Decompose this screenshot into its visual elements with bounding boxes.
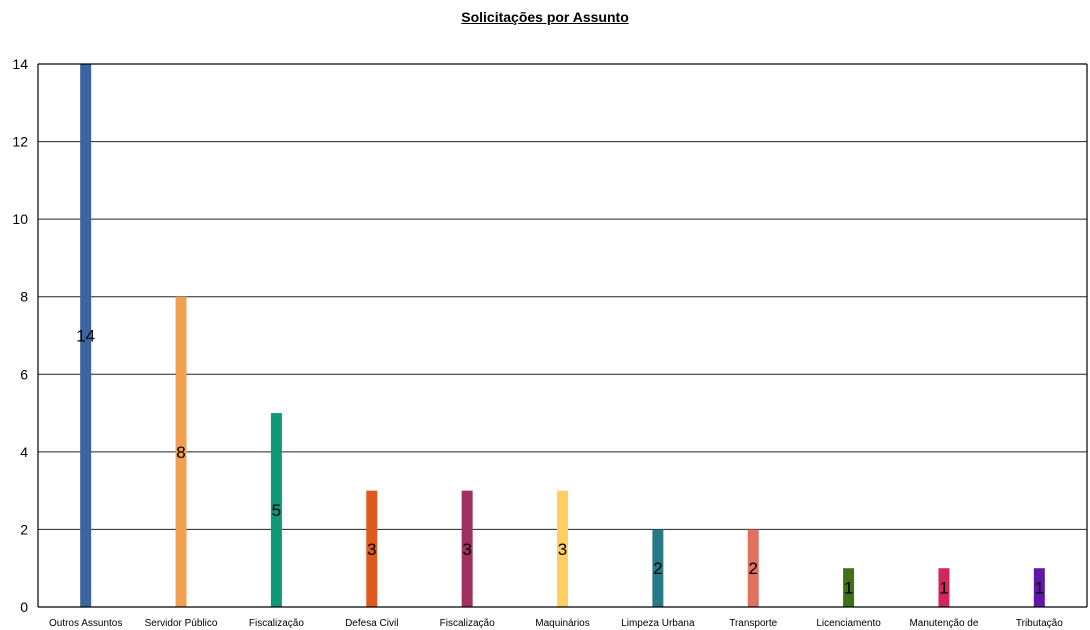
bars — [80, 64, 1045, 607]
y-tick-label-1: 2 — [20, 521, 28, 537]
x-tick-label-1: Servidor Público — [145, 618, 218, 629]
data-label-8: 1 — [844, 579, 853, 598]
chart-title: Solicitações por Assunto — [461, 9, 629, 25]
bar-5 — [557, 490, 568, 607]
x-tick-label-7: Transporte — [729, 618, 777, 629]
x-tick-label-4: Fiscalização — [440, 618, 495, 629]
data-label-7: 2 — [748, 559, 757, 578]
y-tick-label-3: 6 — [20, 366, 28, 382]
data-label-4: 3 — [462, 540, 471, 559]
bar-10 — [1033, 568, 1045, 607]
x-tick-label-5: Maquinários — [535, 618, 589, 629]
data-label-0: 14 — [76, 327, 95, 346]
y-tick-labels: 0 2 4 6 8 10 12 14 — [12, 56, 28, 615]
x-tick-labels: Outros Assuntos Servidor Público Fiscaliza… — [49, 618, 1063, 629]
bar-1 — [175, 296, 187, 607]
x-tick-label-2: Fiscalização — [249, 618, 304, 629]
x-tick-label-9: Manutenção de — [909, 618, 978, 629]
y-tick-label-6: 12 — [12, 134, 28, 150]
bar-8 — [843, 568, 855, 607]
data-label-9: 1 — [939, 579, 948, 598]
y-tick-label-4: 8 — [20, 289, 28, 305]
x-tick-label-10: Tributação — [1016, 618, 1063, 629]
data-label-10: 1 — [1035, 579, 1044, 598]
bar-3 — [366, 490, 378, 607]
bar-6 — [652, 529, 664, 607]
axes — [37, 63, 1088, 608]
y-tick-label-7: 14 — [12, 56, 28, 72]
gridlines — [38, 63, 1087, 530]
data-label-5: 3 — [558, 540, 567, 559]
bar-9 — [938, 568, 950, 607]
y-tick-label-2: 4 — [20, 444, 28, 460]
y-tick-label-0: 0 — [20, 599, 28, 615]
bar-7 — [747, 529, 759, 607]
data-label-2: 5 — [272, 501, 281, 520]
bar-0 — [80, 64, 92, 607]
x-tick-label-3: Defesa Civil — [345, 618, 398, 629]
data-label-3: 3 — [367, 540, 376, 559]
y-tick-label-5: 10 — [12, 211, 28, 227]
x-tick-label-6: Limpeza Urbana — [621, 618, 695, 629]
x-tick-label-0: Outros Assuntos — [49, 618, 122, 629]
bar-2 — [270, 413, 282, 607]
data-labels: 14 8 5 3 3 3 2 2 1 1 1 — [76, 327, 1044, 598]
data-label-1: 8 — [176, 443, 185, 462]
bar-4 — [461, 490, 473, 607]
x-tick-label-8: Licenciamento — [816, 618, 881, 629]
data-label-6: 2 — [653, 559, 662, 578]
